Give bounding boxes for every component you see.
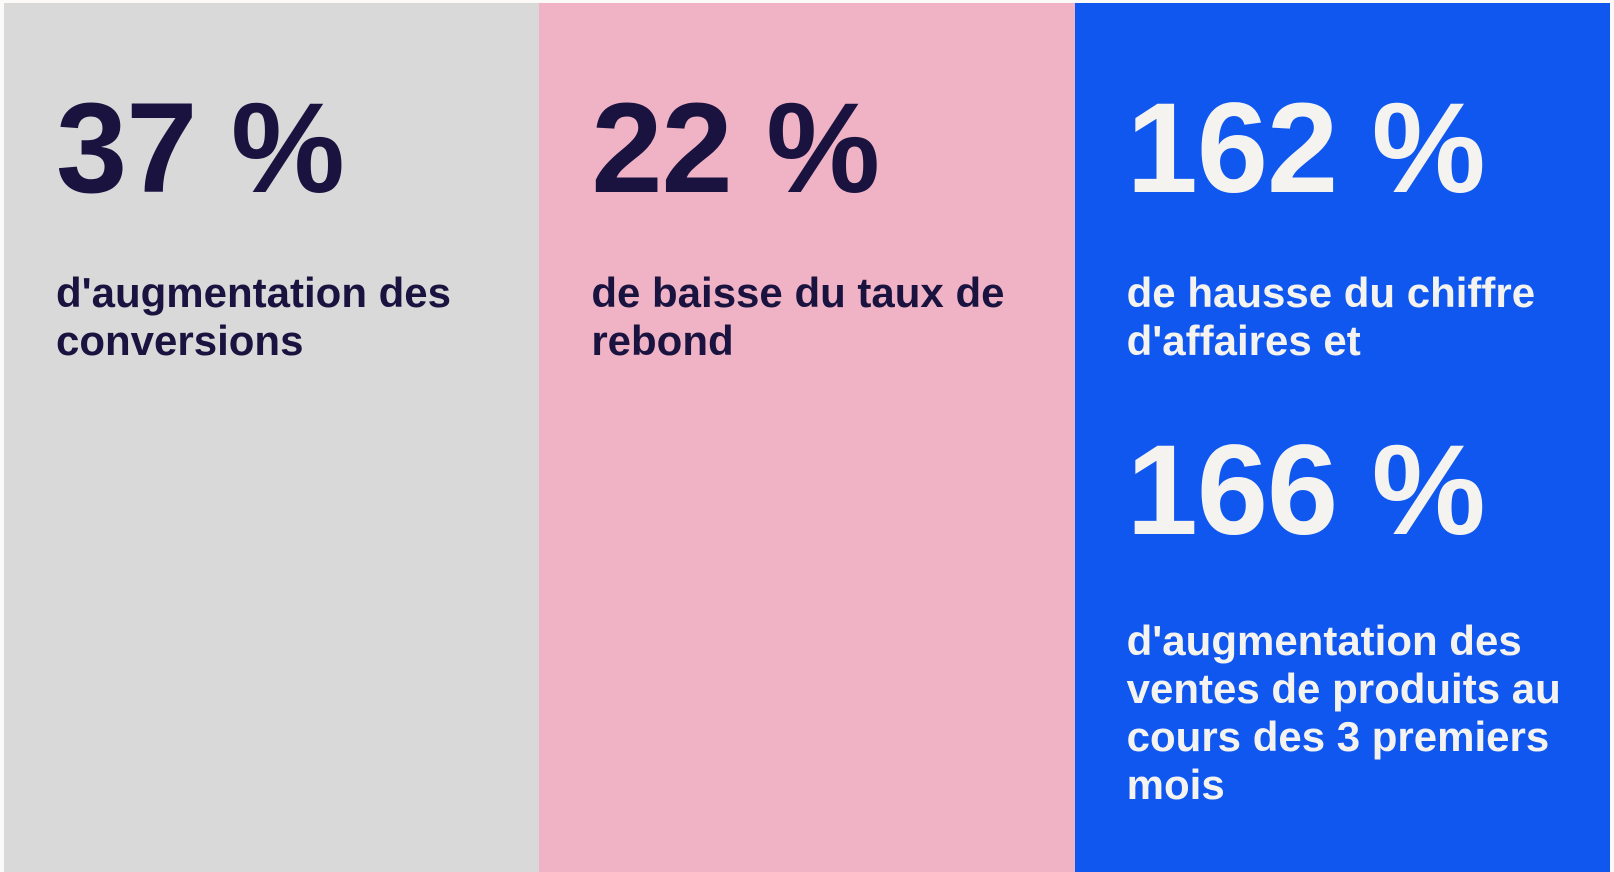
stat-caption-bounce-rate: de baisse du taux de rebond [591,269,1005,364]
stat-block: 166 % d'augmentation des ventes de produ… [1127,427,1570,809]
stat-value-bounce-rate: 22 % [591,77,880,220]
stat-value-product-sales: 166 % [1126,419,1486,562]
stat-panel-conversions: 37 % d'augmentation des conversions [4,3,540,872]
stat-block: 22 % de baisse du taux de rebond [591,85,1034,365]
stat-block: 37 % d'augmentation des conversions [56,85,499,365]
stat-caption-product-sales: d'augmentation des ventes de produits au… [1126,617,1561,808]
stat-value-conversions: 37 % [56,77,345,220]
stat-caption-revenue: de hausse du chiffre d'affaires et [1126,269,1536,364]
stats-banner: 37 % d'augmentation des conversions 22 %… [4,3,1610,872]
stat-panel-bounce-rate: 22 % de baisse du taux de rebond [539,3,1075,872]
stat-block: 162 % de hausse du chiffre d'affaires et [1127,85,1570,365]
stat-value-revenue: 162 % [1126,77,1486,220]
stat-panel-revenue-and-sales: 162 % de hausse du chiffre d'affaires et… [1074,3,1610,872]
stat-caption-conversions: d'augmentation des conversions [56,269,452,364]
